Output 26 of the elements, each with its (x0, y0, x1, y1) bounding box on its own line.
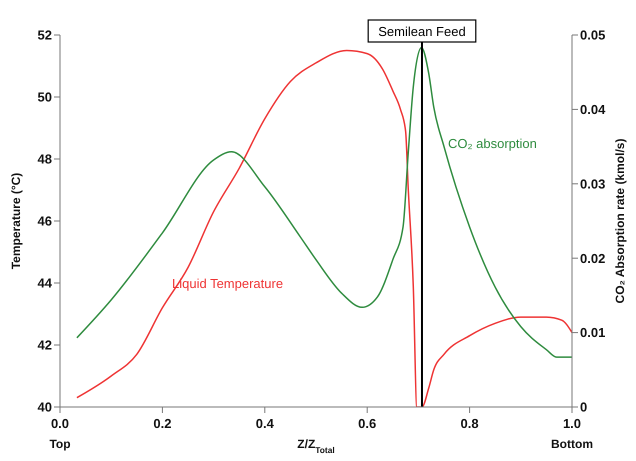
y-axis-title: Temperature (°C) (9, 172, 23, 270)
text: Top (49, 437, 71, 451)
y2-axis-title: CO₂ Absorption rate (kmol/s) (613, 138, 627, 304)
ref-line-label: Semilean Feed (378, 24, 466, 39)
y2-tick-label: 0.01 (580, 325, 606, 340)
y-tick-label: 44 (38, 276, 53, 291)
x-tick-label: 0.6 (358, 416, 376, 432)
y-tick-label: 42 (38, 338, 52, 353)
y-tick-label: 50 (38, 90, 52, 105)
y-tick-label: 48 (38, 152, 52, 167)
y2-tick-label: 0 (580, 400, 588, 415)
x-tick-label: 0.8 (460, 416, 479, 432)
y-tick-label: 40 (38, 400, 52, 415)
y-tick-label: 46 (38, 214, 52, 229)
series-label: CO₂ absorption (448, 136, 537, 151)
x-tick-label: 0.2 (153, 416, 172, 432)
x-tick-label: 0.0 (50, 416, 70, 432)
x-tick-label: 0.4 (256, 416, 275, 432)
x-tick-label: 1.0 (562, 416, 582, 432)
y-tick-label: 52 (38, 28, 52, 43)
y2-tick-label: 0.04 (580, 102, 606, 118)
x-axis-title: Z/Z$_{Total}$ (297, 437, 335, 455)
y2-tick-label: 0.05 (580, 28, 606, 43)
y2-tick-label: 0.03 (580, 176, 606, 192)
text: Bottom (551, 437, 593, 451)
y2-tick-label: 0.02 (580, 250, 606, 266)
